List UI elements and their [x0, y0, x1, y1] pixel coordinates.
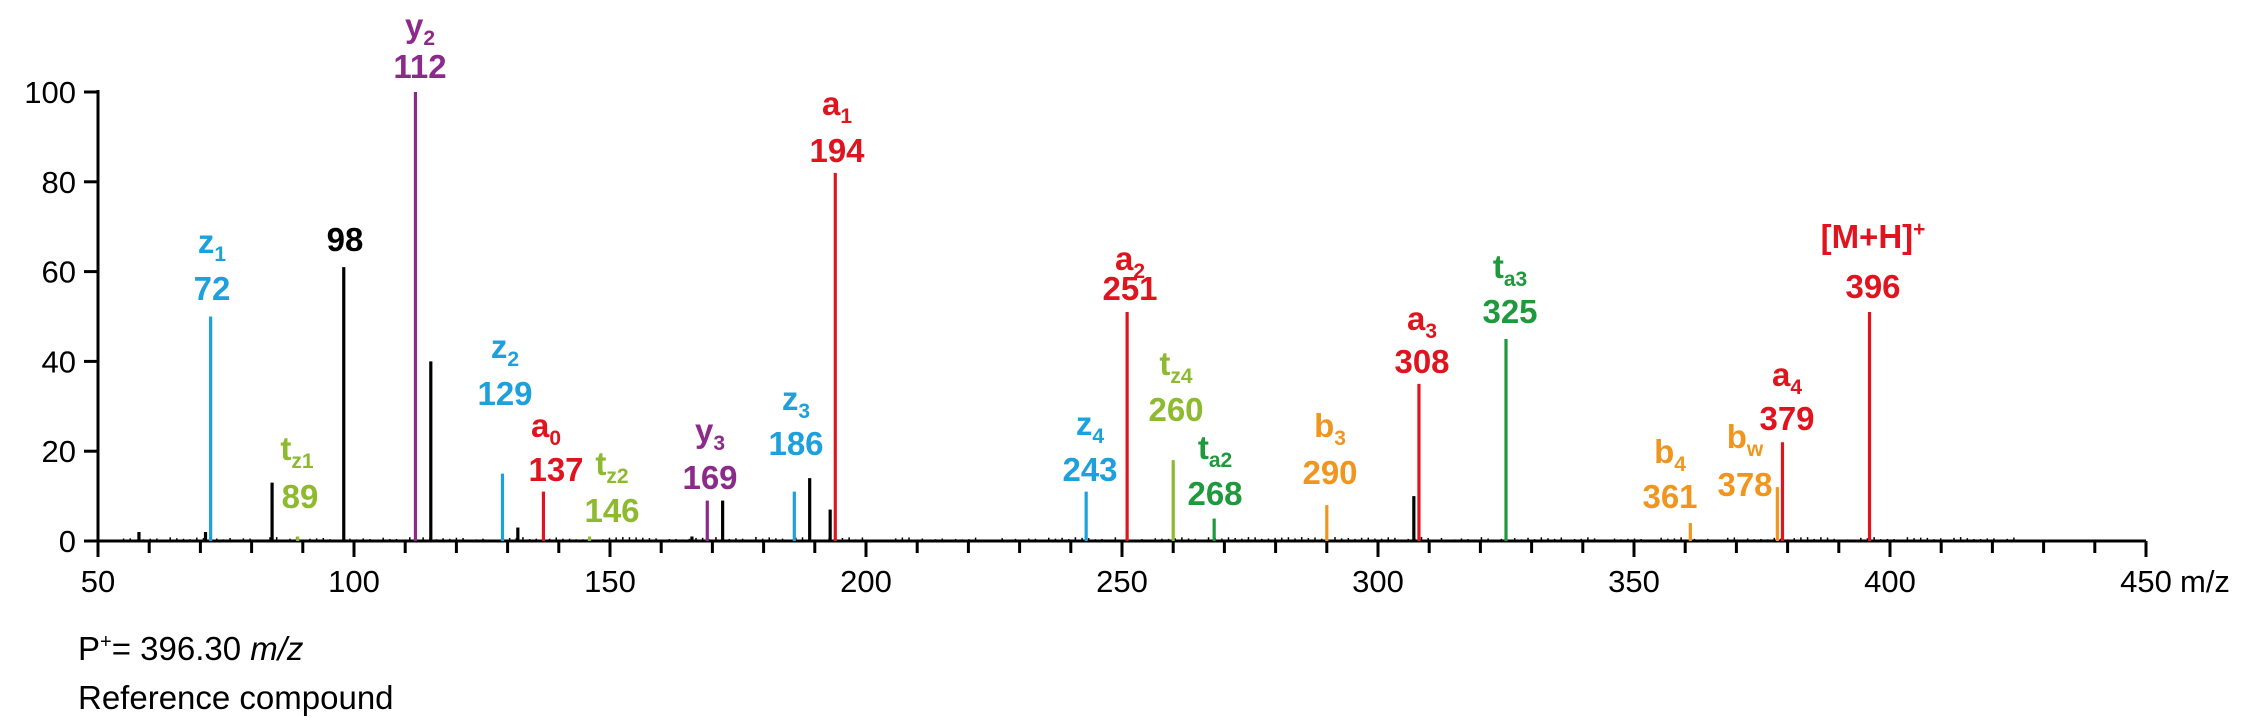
peak-mz-label: 325 — [1482, 293, 1537, 330]
peak-mz-label: 137 — [528, 451, 583, 488]
y-tick-label: 80 — [42, 165, 76, 200]
precursor-unit: m/z — [250, 630, 304, 667]
peak-mz-label: 260 — [1148, 391, 1203, 428]
y-tick-label: 20 — [42, 434, 76, 469]
peak-mz-label: 146 — [584, 492, 639, 529]
peak-mz-label: 308 — [1394, 343, 1449, 380]
peak-ion-name: b3 — [1314, 407, 1346, 450]
peak-ion-name: y2 — [405, 7, 435, 50]
precursor-charge: + — [100, 631, 112, 653]
peak-ion-name: tz2 — [595, 445, 628, 488]
peak-mz-label: 379 — [1759, 400, 1814, 437]
peak-ion-name: ta3 — [1493, 248, 1527, 291]
y-tick-label: 60 — [42, 255, 76, 290]
peak-ion-name: b4 — [1654, 433, 1686, 476]
peak-mz-label: 268 — [1187, 475, 1242, 512]
x-tick-label: 250 — [1096, 564, 1148, 599]
x-tick-label: 200 — [840, 564, 892, 599]
x-tick-label: 300 — [1352, 564, 1404, 599]
x-tick-label: 350 — [1608, 564, 1660, 599]
peak-mz-label: 396 — [1845, 268, 1900, 305]
peak-mz-label: 186 — [768, 425, 823, 462]
x-tick-label: 50 — [81, 564, 115, 599]
precursor-value: = 396.30 — [111, 630, 251, 667]
peak-ion-name: tz1 — [280, 430, 314, 473]
peak-ion-name: a2 — [1115, 240, 1145, 283]
peak-ion-name: z2 — [491, 328, 519, 371]
peak-ion-name: z4 — [1076, 405, 1105, 448]
precursor-mass-note: P+= 396.30 m/z — [78, 630, 303, 668]
peak-ion-name: y3 — [695, 412, 725, 455]
peak-mz-label: 251 — [1102, 270, 1157, 307]
peak-ion-name: z1 — [198, 223, 227, 266]
y-tick-label: 40 — [42, 344, 76, 379]
peak-ion-name: a4 — [1772, 356, 1802, 399]
peak-ion-name: a3 — [1407, 300, 1437, 343]
peak-ion-name: tz4 — [1159, 345, 1193, 388]
y-tick-label: 100 — [24, 75, 76, 110]
peak-mz-label: 243 — [1062, 451, 1117, 488]
peak-mz-label: 290 — [1302, 454, 1357, 491]
peak-mz-label: 194 — [809, 132, 865, 169]
precursor-prefix: P — [78, 630, 101, 667]
peak-ion-name: [M+H]+ — [1821, 218, 1926, 255]
x-tick-label: 400 — [1864, 564, 1916, 599]
peak-mz-label: 169 — [682, 459, 737, 496]
peak-mz-label: 378 — [1717, 466, 1772, 503]
x-axis-label: m/z — [2180, 564, 2230, 599]
peak-mz-label: 89 — [282, 478, 319, 515]
peak-mz-label: 129 — [477, 375, 532, 412]
spectrum-peaks — [137, 92, 1872, 541]
y-tick-label: 0 — [59, 524, 76, 559]
peak-ion-name: a0 — [531, 407, 561, 450]
chart-axes: 0 20 40 60 80 100 50 100 150 200 250 300 350 400 450 m/… — [24, 75, 2230, 599]
sample-caption: Reference compound — [78, 679, 394, 716]
x-tick-label: 450 — [2120, 564, 2172, 599]
peak-ion-name: bw — [1727, 418, 1764, 461]
peak-ion-name: ta2 — [1198, 429, 1232, 472]
peak-mz-label: 98 — [327, 221, 364, 258]
peak-mz-label: 72 — [194, 270, 231, 307]
peak-mz-label: 112 — [393, 48, 446, 85]
peak-mz-label: 361 — [1642, 478, 1697, 515]
x-tick-label: 150 — [584, 564, 636, 599]
x-tick-label: 100 — [328, 564, 380, 599]
peak-ion-name: z3 — [782, 380, 810, 423]
peak-ion-name: a1 — [822, 85, 852, 128]
